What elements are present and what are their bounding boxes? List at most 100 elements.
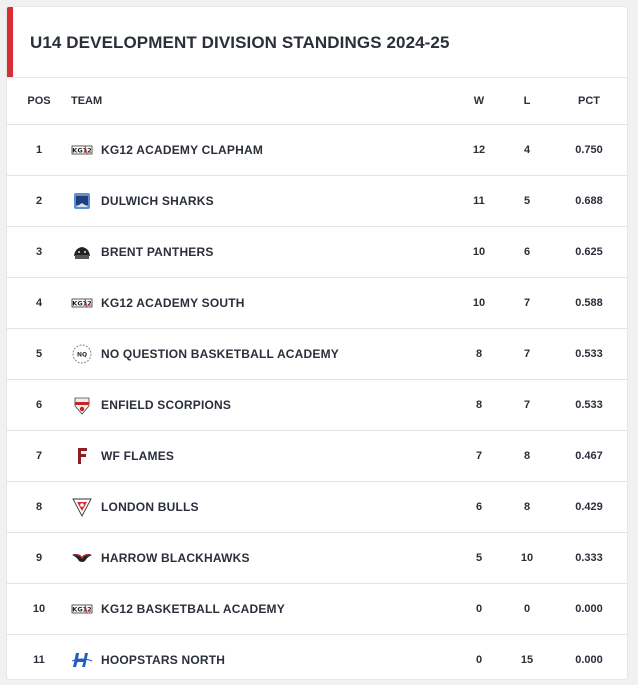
team-logo-icon [71,547,93,569]
losses-cell: 6 [504,226,550,278]
position-cell: 9 [7,532,71,584]
team-name[interactable]: WF FLAMES [101,449,175,463]
pct-cell: 0.333 [550,532,627,584]
wins-cell: 8 [454,328,504,380]
losses-cell: 7 [504,379,550,431]
losses-cell: 10 [504,532,550,584]
pct-cell: 0.000 [575,654,603,667]
team-cell[interactable]: BRENT PANTHERS [71,226,454,278]
standings-table: POS TEAM W L PCT 1 KG12 KG12 ACADEMY CLAPH… [7,78,627,680]
team-logo-icon [71,649,93,671]
table-row[interactable]: 6 ENFIELD SCORPIONS 8 7 0.533 [7,379,627,431]
pct-cell: 0.750 [550,124,627,176]
losses-cell: 8 [504,430,550,482]
team-cell[interactable]: WF FLAMES [71,430,454,482]
wins-cell: 12 [454,124,504,176]
team-cell[interactable]: NQ NO QUESTION BASKETBALL ACADEMY [71,328,454,380]
losses-cell: 15 [520,654,534,667]
svg-text:KG12: KG12 [72,606,91,614]
wins-cell: 8 [454,379,504,431]
team-cell[interactable]: HARROW BLACKHAWKS [71,532,454,584]
wins-cell: 7 [454,430,504,482]
losses-cell: 7 [504,328,550,380]
table-row[interactable]: 10 KG12 KG12 BASKETBALL ACADEMY 0 0 0.000 [7,583,627,635]
team-name[interactable]: KG12 ACADEMY CLAPHAM [101,143,264,157]
team-logo-icon [71,496,93,518]
table-row[interactable]: 1 KG12 KG12 ACADEMY CLAPHAM 12 4 0.750 [7,124,627,176]
column-header-l: L [504,78,550,125]
svg-text:NQ: NQ [77,352,87,359]
table-row[interactable]: 11 HOOPSTARS NORTH 0 15 0.000 [7,635,627,680]
title-divider [7,77,627,78]
position-cell: 6 [7,379,71,431]
wins-cell: 0 [454,583,504,635]
team-name[interactable]: ENFIELD SCORPIONS [101,398,232,412]
team-cell[interactable]: HOOPSTARS NORTH [71,635,454,680]
pct-cell: 0.429 [550,481,627,533]
team-logo-icon: NQ [71,343,93,365]
wins-cell: 5 [454,532,504,584]
team-link[interactable]: BRENT PANTHERS [71,241,454,263]
pct-cell: 0.467 [550,430,627,482]
team-link[interactable]: NQ NO QUESTION BASKETBALL ACADEMY [71,343,454,365]
team-link[interactable]: DULWICH SHARKS [71,190,454,212]
team-logo-icon [71,445,93,467]
column-header-w: W [454,78,504,125]
position-cell: 7 [7,430,71,482]
team-link[interactable]: LONDON BULLS [71,496,454,518]
table-row[interactable]: 9 HARROW BLACKHAWKS 5 10 0.333 [7,532,627,584]
team-link[interactable]: HARROW BLACKHAWKS [71,547,454,569]
losses-cell: 0 [504,583,550,635]
pct-cell: 0.688 [550,175,627,227]
team-name[interactable]: DULWICH SHARKS [101,194,214,208]
title-accent-bar [7,7,13,77]
wins-cell: 6 [454,481,504,533]
pct-cell: 0.533 [550,379,627,431]
pct-cell: 0.000 [550,583,627,635]
position-cell: 8 [7,481,71,533]
team-name[interactable]: KG12 BASKETBALL ACADEMY [101,602,285,616]
team-cell[interactable]: DULWICH SHARKS [71,175,454,227]
column-header-team: TEAM [71,78,454,125]
team-cell[interactable]: KG12 KG12 BASKETBALL ACADEMY [71,583,454,635]
position-cell: 11 [33,654,45,667]
team-cell[interactable]: ENFIELD SCORPIONS [71,379,454,431]
team-name[interactable]: HOOPSTARS NORTH [101,653,226,668]
team-logo-icon: KG12 [71,139,93,161]
team-link[interactable]: KG12 KG12 BASKETBALL ACADEMY [71,598,454,620]
pct-cell: 0.533 [550,328,627,380]
position-cell: 2 [7,175,71,227]
position-cell: 10 [7,583,71,635]
wins-cell: 10 [454,277,504,329]
team-cell[interactable]: KG12 KG12 ACADEMY SOUTH [71,277,454,329]
table-row[interactable]: 2 DULWICH SHARKS 11 5 0.688 [7,175,627,227]
team-link[interactable]: KG12 KG12 ACADEMY CLAPHAM [71,139,454,161]
svg-text:KG12: KG12 [72,147,91,155]
team-link[interactable]: KG12 KG12 ACADEMY SOUTH [71,292,454,314]
team-link[interactable]: HOOPSTARS NORTH [71,649,454,671]
table-row[interactable]: 7 WF FLAMES 7 8 0.467 [7,430,627,482]
losses-cell: 4 [504,124,550,176]
wins-cell: 10 [454,226,504,278]
position-cell: 3 [7,226,71,278]
team-link[interactable]: ENFIELD SCORPIONS [71,394,454,416]
table-row[interactable]: 3 BRENT PANTHERS 10 6 0.625 [7,226,627,278]
pct-cell: 0.625 [550,226,627,278]
table-row[interactable]: 5 NQ NO QUESTION BASKETBALL ACADEMY 8 7 0.533 [7,328,627,380]
team-name[interactable]: LONDON BULLS [101,500,199,514]
team-name[interactable]: HARROW BLACKHAWKS [101,551,250,565]
team-cell[interactable]: LONDON BULLS [71,481,454,533]
wins-cell: 0 [475,654,483,667]
losses-cell: 8 [504,481,550,533]
team-name[interactable]: NO QUESTION BASKETBALL ACADEMY [101,347,340,361]
team-cell[interactable]: KG12 KG12 ACADEMY CLAPHAM [71,124,454,176]
losses-cell: 5 [504,175,550,227]
team-logo-icon [71,190,93,212]
team-name[interactable]: KG12 ACADEMY SOUTH [101,296,245,310]
table-row[interactable]: 4 KG12 KG12 ACADEMY SOUTH 10 7 0.588 [7,277,627,329]
position-cell: 4 [7,277,71,329]
table-row[interactable]: 8 LONDON BULLS 6 8 0.429 [7,481,627,533]
team-name[interactable]: BRENT PANTHERS [101,245,214,259]
team-logo-icon [71,241,93,263]
team-link[interactable]: WF FLAMES [71,445,454,467]
